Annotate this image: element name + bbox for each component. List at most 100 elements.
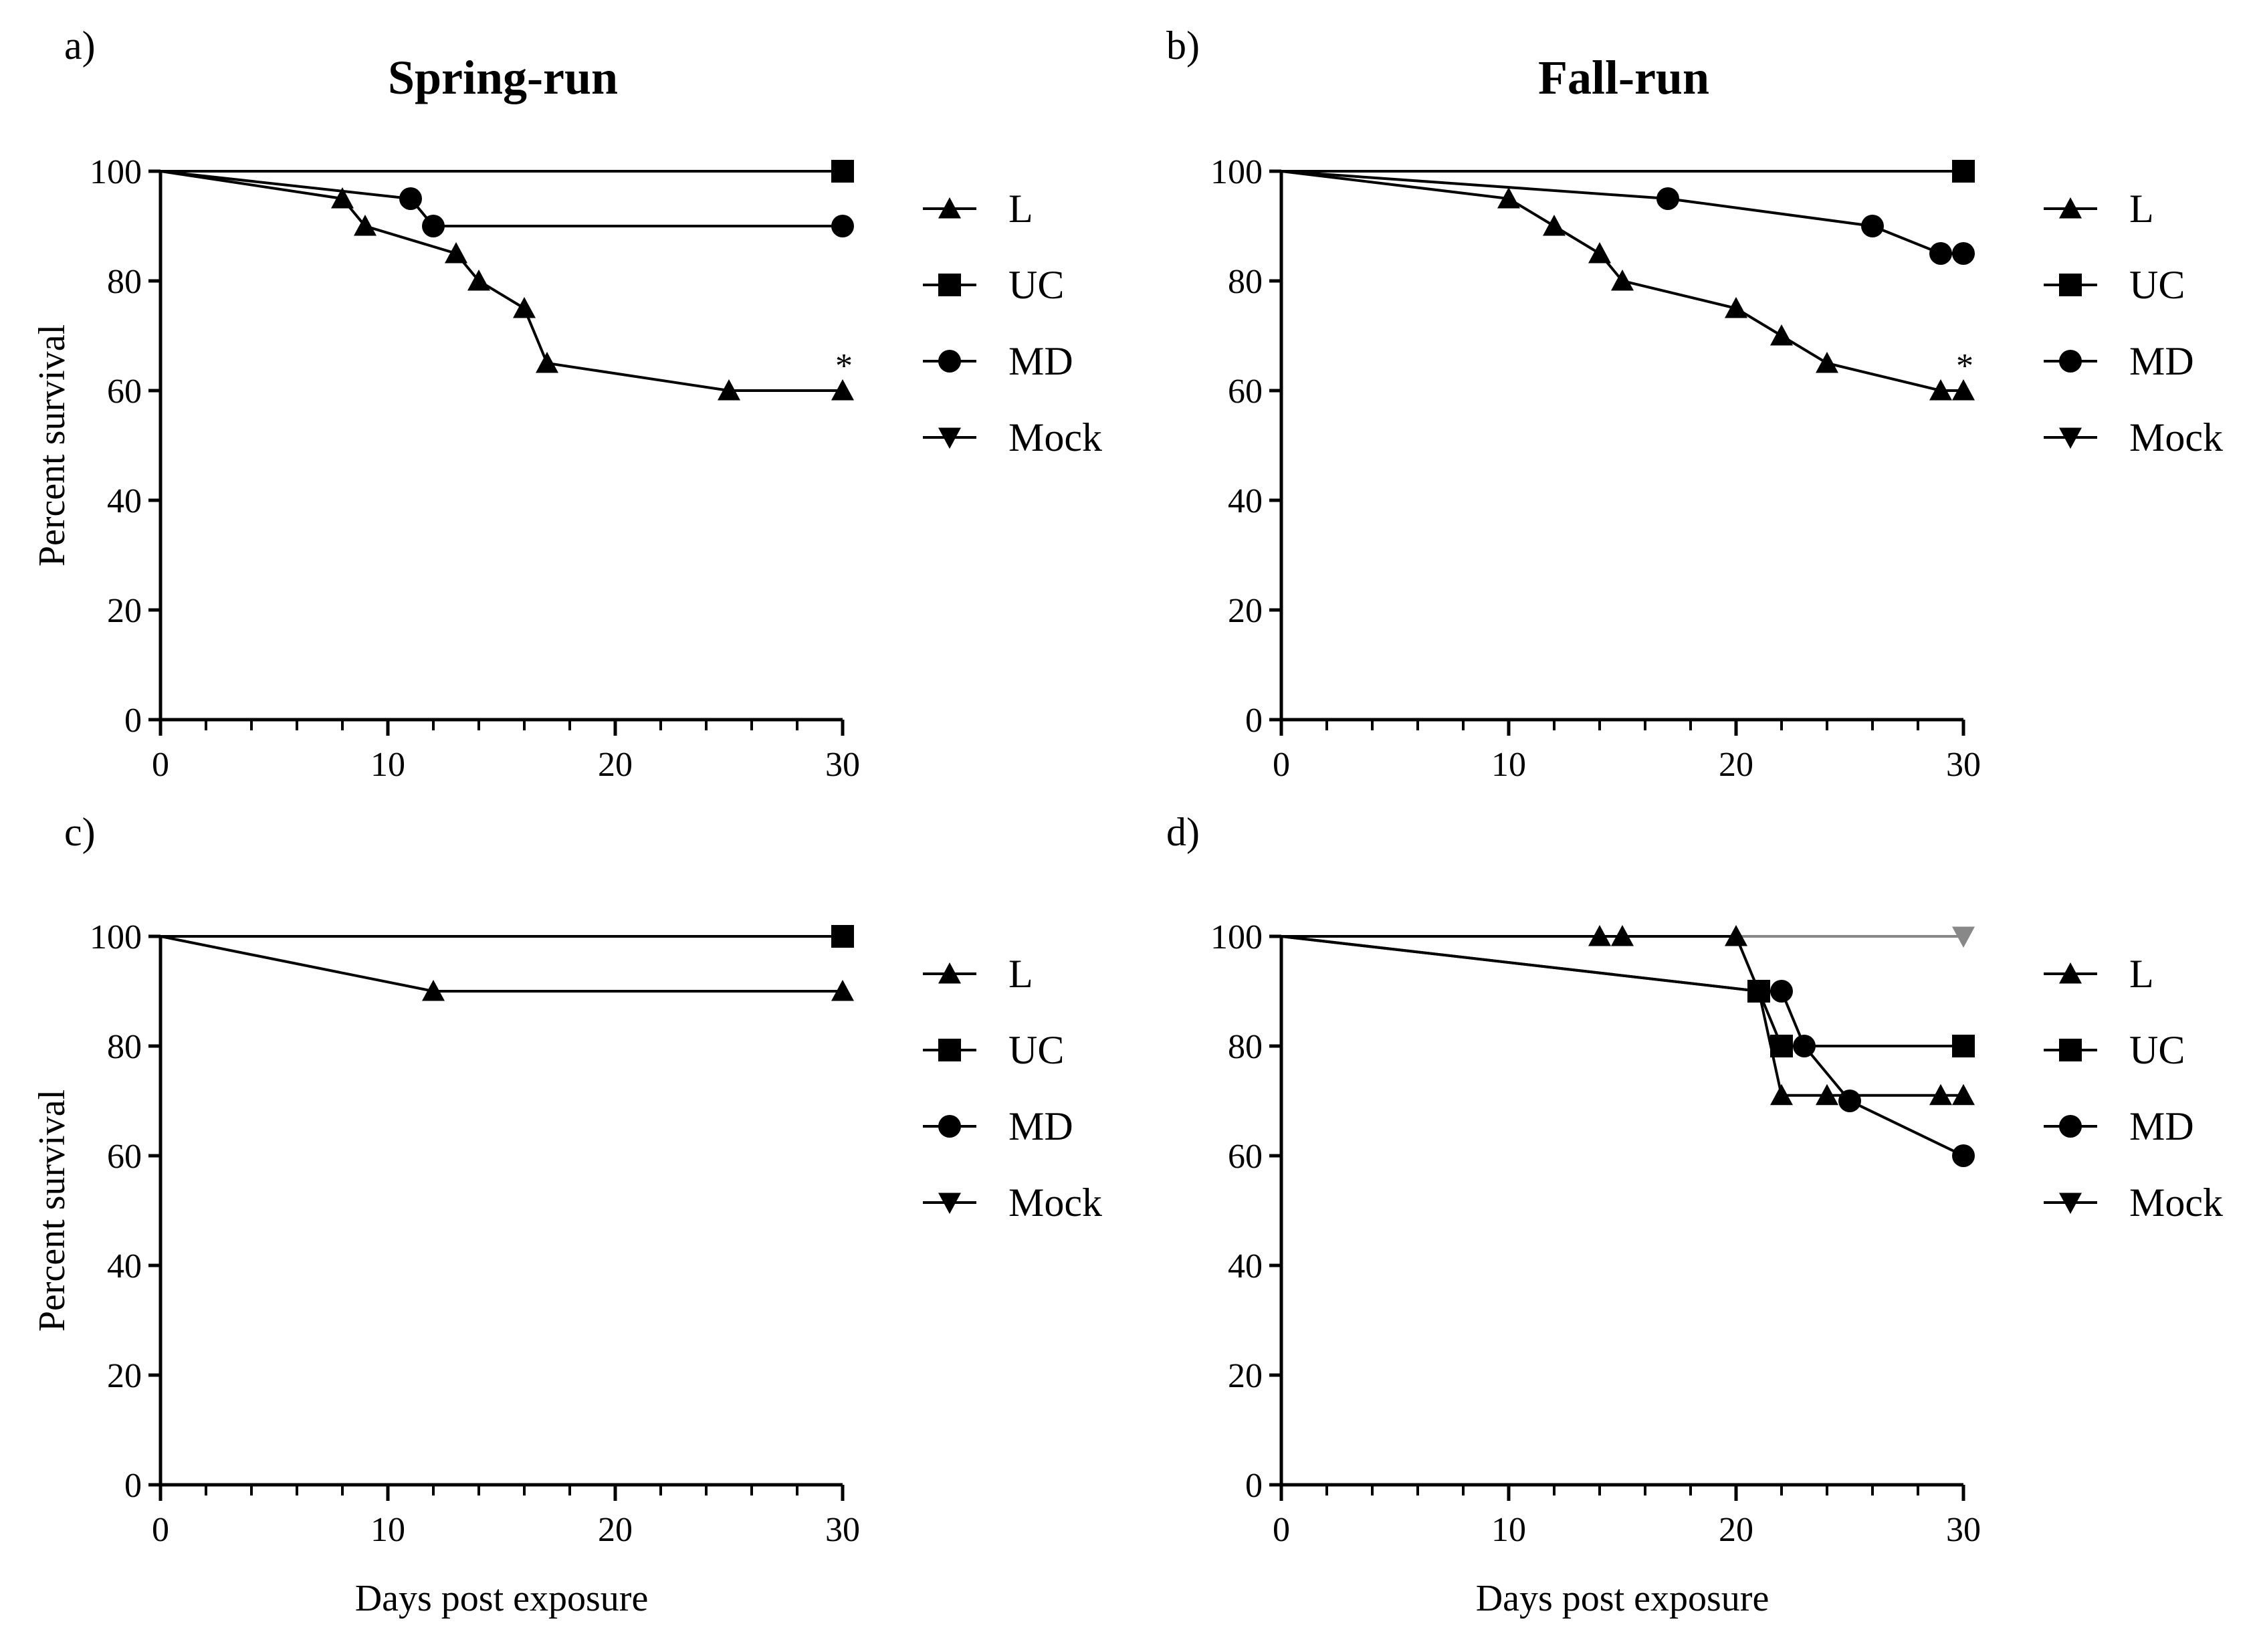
series-line-md xyxy=(1281,935,1964,1157)
legend-label: UC xyxy=(1008,263,1064,307)
panel-c: c) 0 20 40 60 80 100 0 10 20 30 Percent survival Day… xyxy=(31,810,1102,1619)
x-tick-label: 10 xyxy=(370,1511,405,1549)
data-point-l xyxy=(1816,1083,1838,1106)
y-tick-label: 20 xyxy=(107,1357,142,1395)
x-tick-label: 30 xyxy=(825,746,860,784)
data-point-l xyxy=(1543,215,1566,236)
data-point-l xyxy=(1725,297,1747,318)
legend-item-mock: Mock xyxy=(923,415,1102,459)
legend-label: L xyxy=(2129,952,2154,996)
data-point-uc xyxy=(1770,1035,1793,1057)
data-point-l xyxy=(1929,379,1952,401)
data-point-md xyxy=(831,925,854,948)
y-tick-label: 60 xyxy=(107,1138,142,1176)
series-line-l xyxy=(160,170,843,392)
series-md xyxy=(1281,170,1975,265)
legend-item-md: MD xyxy=(923,339,1073,383)
legend-label: MD xyxy=(2129,339,2194,383)
series-line-l xyxy=(160,935,843,993)
panel-label: b) xyxy=(1166,23,1200,68)
y-tick-label: 100 xyxy=(1210,153,1263,191)
data-point-l xyxy=(354,215,377,236)
legend-label: Mock xyxy=(2129,415,2223,459)
legend-item-l: L xyxy=(923,187,1033,231)
data-point-l xyxy=(1952,379,1975,401)
data-point-l xyxy=(718,379,740,401)
data-point-l xyxy=(1588,925,1611,946)
data-point-l xyxy=(513,297,536,318)
panel-a: a) Spring-run 0 20 40 60 80 100 0 10 20 30 Percent s… xyxy=(31,23,1102,784)
y-tick-label: 0 xyxy=(1245,1467,1263,1505)
legend-label: UC xyxy=(1008,1028,1064,1072)
data-point-l xyxy=(831,379,854,401)
series-md xyxy=(160,925,854,948)
legend-marker-md xyxy=(938,350,961,373)
legend-item-uc: UC xyxy=(2044,1028,2185,1072)
x-tick-label: 20 xyxy=(598,746,633,784)
series-l xyxy=(1281,170,1975,401)
legend-item-l: L xyxy=(2044,187,2154,231)
series-uc xyxy=(1281,160,1975,183)
data-point-md xyxy=(1929,242,1952,265)
data-point-uc xyxy=(831,160,854,183)
legend-label: L xyxy=(2129,187,2154,231)
y-axis-title: Percent survival xyxy=(31,1090,73,1332)
legend-marker-mock xyxy=(2059,1193,2082,1214)
series-l xyxy=(160,935,854,1001)
data-point-l xyxy=(331,187,354,209)
data-point-l xyxy=(422,980,445,1001)
legend-item-mock: Mock xyxy=(2044,415,2223,459)
data-point-l xyxy=(1611,270,1634,291)
legend-marker-uc xyxy=(2059,274,2082,296)
y-tick-label: 80 xyxy=(1228,263,1263,301)
x-tick-label: 10 xyxy=(1491,746,1526,784)
legend-marker-l xyxy=(2059,962,2082,984)
y-tick-label: 0 xyxy=(124,1467,142,1505)
legend-marker-mock xyxy=(2059,427,2082,449)
chart-title: Fall-run xyxy=(1538,51,1709,104)
data-point-mock xyxy=(1952,926,1975,948)
y-tick-label: 80 xyxy=(107,1028,142,1066)
x-tick-label: 20 xyxy=(598,1511,633,1549)
legend-marker-md xyxy=(2059,1115,2082,1138)
legend-item-l: L xyxy=(2044,952,2154,996)
x-tick-label: 0 xyxy=(152,1511,169,1549)
y-tick-label: 0 xyxy=(1245,702,1263,740)
data-point-l xyxy=(1725,925,1747,946)
series-line-l xyxy=(1281,170,1963,392)
data-point-md xyxy=(1861,215,1884,237)
x-tick-label: 0 xyxy=(1273,1511,1290,1549)
y-tick-label: 20 xyxy=(1228,592,1263,630)
x-tick-label: 20 xyxy=(1719,1511,1753,1549)
legend-label: UC xyxy=(2129,263,2185,307)
legend-marker-mock xyxy=(938,1193,961,1214)
x-tick-label: 0 xyxy=(1273,746,1290,784)
panel-d: d) 0 20 40 60 80 100 0 10 20 30 Days post exposure L… xyxy=(1166,810,2223,1619)
series-uc xyxy=(1281,935,1975,1057)
legend-label: L xyxy=(1008,187,1033,231)
y-tick-label: 100 xyxy=(90,918,142,956)
series-uc xyxy=(160,160,854,183)
y-tick-label: 60 xyxy=(107,373,142,411)
data-point-l xyxy=(1770,1083,1793,1106)
x-tick-label: 30 xyxy=(825,1511,860,1549)
data-point-l xyxy=(831,980,854,1001)
data-point-md xyxy=(1770,980,1793,1003)
data-point-l xyxy=(1816,352,1838,373)
y-tick-label: 40 xyxy=(1228,482,1263,520)
x-tick-label: 10 xyxy=(370,746,405,784)
legend-item-uc: UC xyxy=(2044,263,2185,307)
legend-marker-uc xyxy=(2059,1039,2082,1061)
chart-title: Spring-run xyxy=(388,51,618,104)
data-point-md xyxy=(1838,1090,1861,1112)
data-point-l xyxy=(536,352,558,373)
legend-label: L xyxy=(1008,952,1033,996)
data-point-l xyxy=(1611,925,1634,946)
legend-label: MD xyxy=(1008,339,1073,383)
legend-item-uc: UC xyxy=(923,263,1064,307)
series-line-md xyxy=(160,170,843,227)
legend-label: Mock xyxy=(2129,1180,2223,1225)
data-point-uc xyxy=(1952,160,1975,183)
y-tick-label: 80 xyxy=(1228,1028,1263,1066)
x-tick-label: 0 xyxy=(152,746,169,784)
